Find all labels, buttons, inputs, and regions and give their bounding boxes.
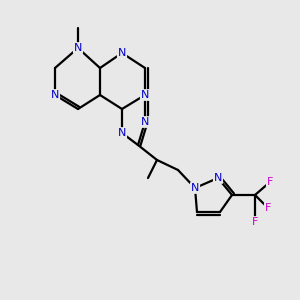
Text: N: N — [118, 48, 126, 58]
Text: F: F — [252, 217, 258, 227]
Text: N: N — [118, 128, 126, 138]
Text: N: N — [191, 183, 199, 193]
Text: N: N — [214, 173, 222, 183]
Text: N: N — [74, 43, 82, 53]
Text: F: F — [265, 203, 271, 213]
Text: F: F — [267, 177, 273, 187]
Text: N: N — [141, 117, 149, 127]
Text: N: N — [141, 90, 149, 100]
Text: N: N — [51, 90, 59, 100]
